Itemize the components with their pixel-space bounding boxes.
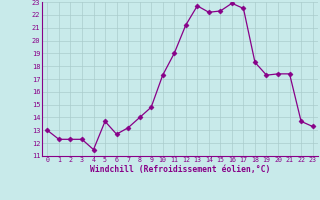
X-axis label: Windchill (Refroidissement éolien,°C): Windchill (Refroidissement éolien,°C) xyxy=(90,165,270,174)
